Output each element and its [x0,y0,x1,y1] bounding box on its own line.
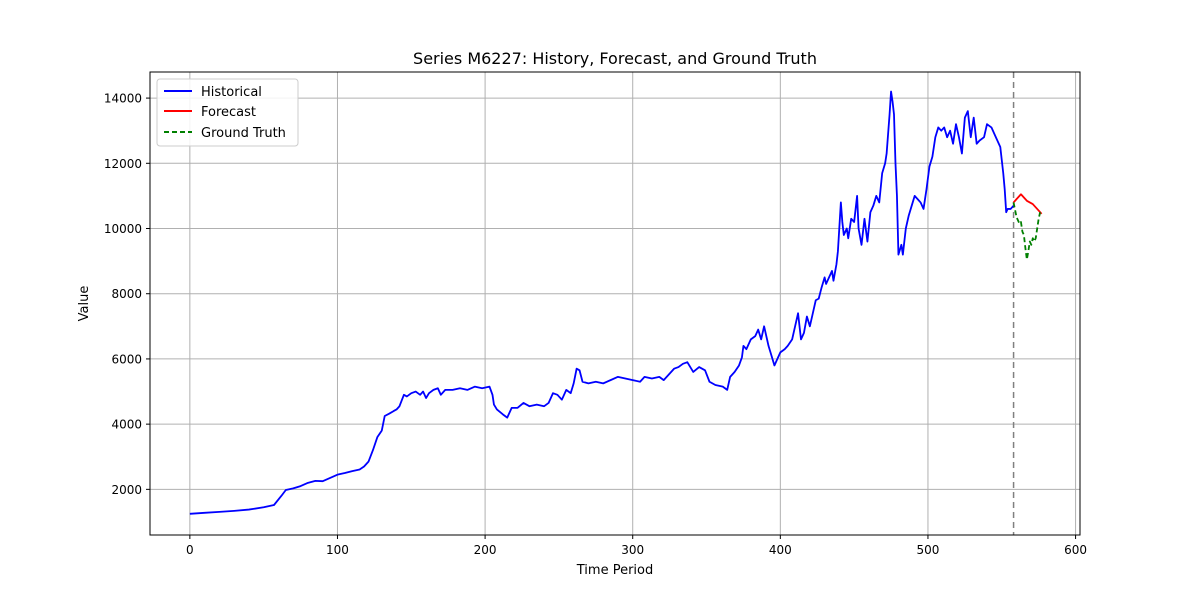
legend-label-historical: Historical [201,85,262,100]
legend-label-ground-truth: Ground Truth [201,126,286,141]
x-axis-label: Time Period [576,563,653,578]
legend: Historical Forecast Ground Truth [156,78,299,147]
series-line-ground-truth [1012,202,1042,261]
x-tick-label: 500 [916,543,939,557]
series-line-historical [189,90,1015,515]
x-tick-label: 0 [186,543,194,557]
axis-ticks: 0 100 200 300 400 500 600 2000 4000 6000 8000 10000… [104,92,1087,557]
x-tick-label: 100 [326,543,349,557]
chart-title: Series M6227: History, Forecast, and Gro… [413,49,817,68]
y-tick-label: 2000 [111,483,142,497]
legend-box [156,78,299,147]
series-line-forecast [1012,193,1043,215]
x-tick-label: 400 [769,543,792,557]
y-tick-label: 14000 [104,92,142,106]
x-tick-label: 600 [1064,543,1087,557]
y-tick-label: 8000 [111,287,142,301]
y-tick-label: 10000 [104,222,142,236]
x-tick-label: 200 [474,543,497,557]
legend-label-forecast: Forecast [201,105,256,120]
y-axis-label: Value [77,286,92,322]
y-tick-label: 4000 [111,418,142,432]
plot-frame [149,71,1081,536]
series-lines [189,90,1043,515]
y-tick-label: 12000 [104,157,142,171]
y-tick-label: 6000 [111,352,142,366]
x-tick-label: 300 [621,543,644,557]
grid [150,72,1080,535]
